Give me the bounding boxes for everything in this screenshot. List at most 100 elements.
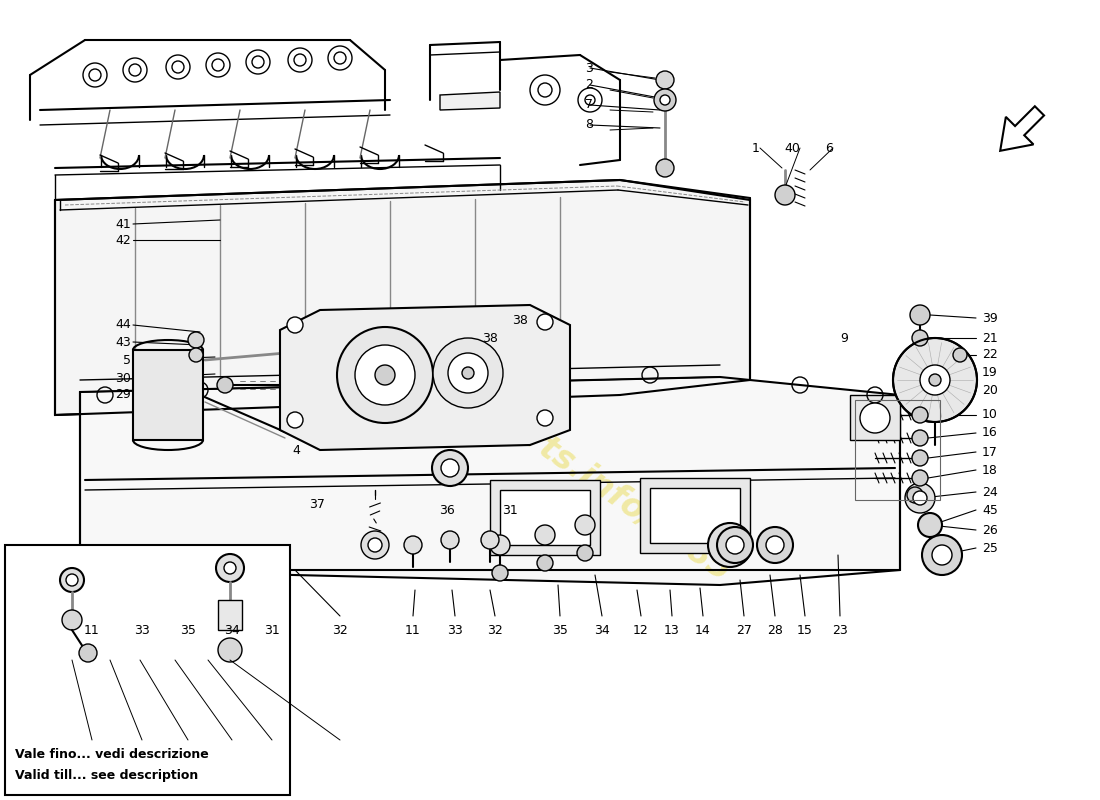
Circle shape [432, 450, 468, 486]
Circle shape [913, 491, 927, 505]
Text: Vale fino... vedi descrizione: Vale fino... vedi descrizione [15, 749, 209, 762]
Circle shape [287, 317, 303, 333]
Polygon shape [1000, 106, 1044, 150]
Circle shape [905, 483, 935, 513]
Circle shape [656, 159, 674, 177]
Text: 36: 36 [439, 503, 455, 517]
Circle shape [287, 412, 303, 428]
Polygon shape [440, 92, 500, 110]
Text: 31: 31 [264, 623, 279, 637]
Circle shape [481, 531, 499, 549]
Circle shape [860, 403, 890, 433]
Text: 32: 32 [332, 623, 348, 637]
Circle shape [433, 338, 503, 408]
Circle shape [930, 374, 940, 386]
Text: 5: 5 [123, 354, 131, 366]
Circle shape [757, 527, 793, 563]
Circle shape [766, 536, 784, 554]
Circle shape [932, 545, 952, 565]
Text: 11: 11 [405, 623, 421, 637]
Circle shape [575, 515, 595, 535]
Circle shape [922, 535, 962, 575]
Bar [650, 488, 740, 543]
Text: 38: 38 [482, 331, 498, 345]
Circle shape [355, 345, 415, 405]
Circle shape [492, 565, 508, 581]
Circle shape [912, 330, 928, 346]
Text: 30: 30 [116, 371, 131, 385]
Bar [490, 480, 600, 555]
Text: 24: 24 [982, 486, 998, 498]
Text: Valid till... see description: Valid till... see description [15, 769, 198, 782]
Text: 11: 11 [84, 623, 100, 637]
Text: 35: 35 [552, 623, 568, 637]
Circle shape [490, 535, 510, 555]
Polygon shape [55, 180, 750, 415]
Circle shape [189, 348, 204, 362]
Circle shape [375, 365, 395, 385]
Text: 39: 39 [982, 311, 998, 325]
Circle shape [218, 638, 242, 662]
Circle shape [404, 536, 422, 554]
Text: 28: 28 [767, 623, 783, 637]
Circle shape [448, 353, 488, 393]
Circle shape [60, 568, 84, 592]
Circle shape [79, 644, 97, 662]
Circle shape [726, 536, 744, 554]
Text: 17: 17 [982, 446, 998, 458]
Text: passionparts.info/1085: passionparts.info/1085 [363, 312, 737, 588]
Circle shape [718, 533, 743, 557]
Circle shape [66, 574, 78, 586]
Polygon shape [850, 395, 900, 440]
Text: 7: 7 [585, 98, 593, 111]
Text: 41: 41 [116, 218, 131, 230]
Text: 18: 18 [982, 463, 998, 477]
Text: 44: 44 [116, 318, 131, 331]
Text: 6: 6 [825, 142, 833, 154]
Text: 27: 27 [736, 623, 752, 637]
Text: 2: 2 [585, 78, 593, 91]
Text: 43: 43 [116, 335, 131, 349]
Circle shape [654, 89, 676, 111]
Circle shape [361, 531, 389, 559]
Text: 26: 26 [982, 523, 998, 537]
Text: 19: 19 [982, 366, 998, 379]
Text: 34: 34 [594, 623, 609, 637]
Circle shape [656, 71, 674, 89]
Text: 40: 40 [784, 142, 800, 154]
Text: 38: 38 [513, 314, 528, 326]
Circle shape [368, 538, 382, 552]
Text: 12: 12 [634, 623, 649, 637]
Circle shape [893, 338, 977, 422]
Bar [6, 545, 290, 795]
Circle shape [441, 459, 459, 477]
Circle shape [535, 525, 556, 545]
Text: 35: 35 [180, 623, 196, 637]
Circle shape [462, 367, 474, 379]
Circle shape [918, 513, 942, 537]
Circle shape [188, 332, 204, 348]
Text: 10: 10 [982, 409, 998, 422]
Circle shape [717, 527, 754, 563]
Text: 33: 33 [447, 623, 463, 637]
Text: 1: 1 [752, 142, 760, 154]
Text: 33: 33 [134, 623, 150, 637]
Text: 13: 13 [664, 623, 680, 637]
Polygon shape [80, 377, 900, 585]
Circle shape [337, 327, 433, 423]
Circle shape [441, 531, 459, 549]
Text: 32: 32 [487, 623, 503, 637]
Text: 8: 8 [585, 118, 593, 131]
Circle shape [578, 545, 593, 561]
Circle shape [912, 450, 928, 466]
Circle shape [912, 430, 928, 446]
Text: 42: 42 [116, 234, 131, 246]
Circle shape [537, 410, 553, 426]
Circle shape [660, 95, 670, 105]
Text: 29: 29 [116, 389, 131, 402]
Bar [218, 600, 242, 630]
Text: 25: 25 [982, 542, 998, 554]
Text: 3: 3 [585, 62, 593, 74]
Circle shape [908, 487, 923, 503]
Bar [500, 490, 590, 545]
